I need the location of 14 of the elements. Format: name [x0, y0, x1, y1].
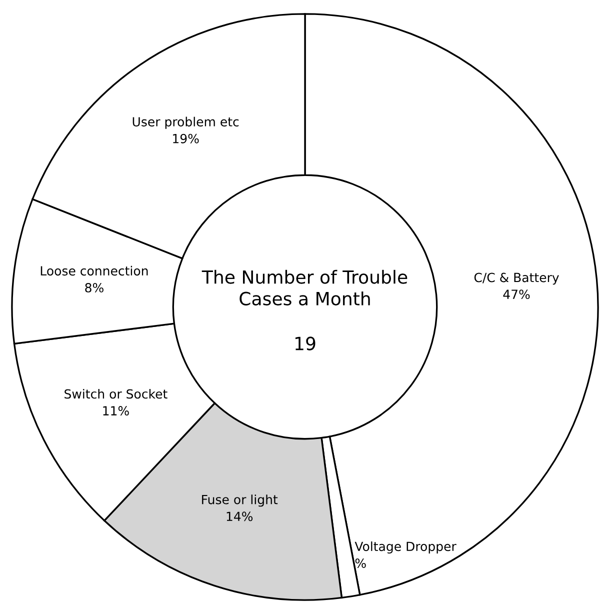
- data-label: %: [355, 558, 366, 568]
- data-label: 8%: [85, 282, 104, 292]
- data-label: 47%: [503, 290, 530, 300]
- slice-label: Voltage Dropper: [354, 541, 456, 554]
- text: The Number of Trouble Cases a Month: [202, 270, 408, 306]
- slice-label: Loose connection: [40, 266, 148, 276]
- data-label: 19%: [173, 134, 199, 144]
- slice-label: User problem etc: [132, 116, 239, 129]
- slice-label: Fuse or light: [202, 494, 278, 507]
- text: 19: [295, 336, 316, 350]
- data-label: 11%: [103, 406, 129, 416]
- slice-label: Switch or Socket: [64, 388, 168, 399]
- data-label: 14%: [226, 512, 253, 522]
- slice-label: C/C & Battery: [474, 272, 559, 285]
